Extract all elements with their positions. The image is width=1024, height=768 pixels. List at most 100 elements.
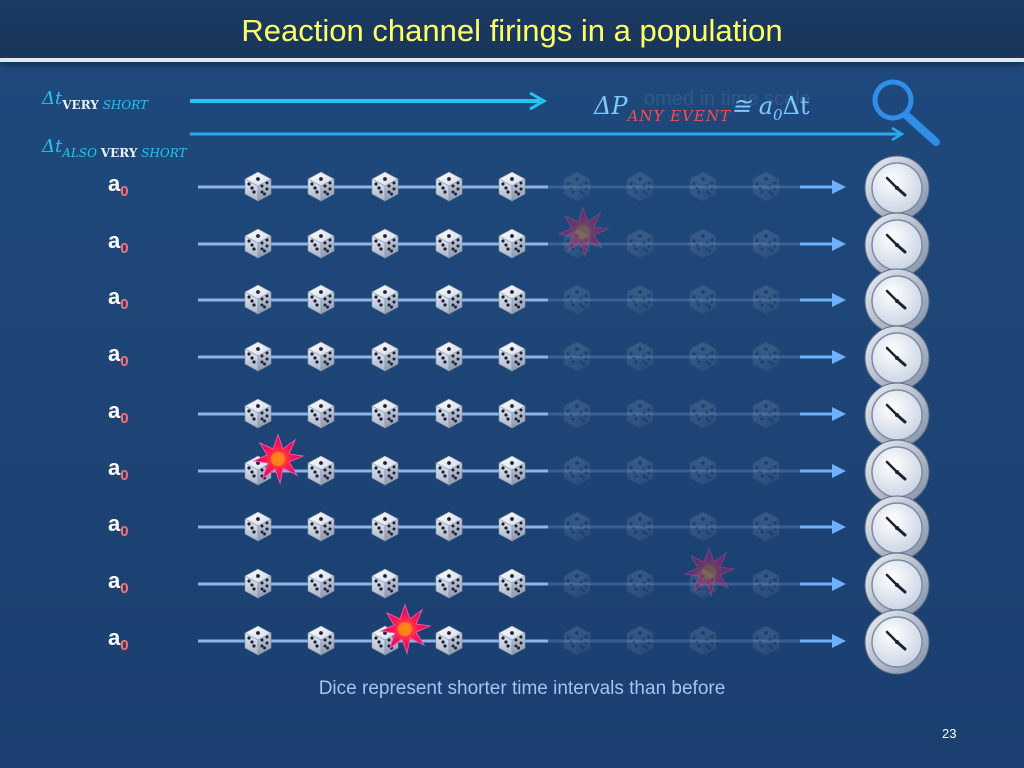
clock-icon (864, 495, 930, 561)
title-bar: Reaction channel firings in a population (0, 0, 1024, 62)
dice-icon (498, 341, 526, 372)
dice-icon-faded (689, 625, 717, 656)
dice-icon-faded (563, 511, 591, 542)
row-arrowhead (832, 180, 846, 194)
row-arrowhead (832, 350, 846, 364)
dice-icon-faded (626, 284, 654, 315)
dice-icon (498, 284, 526, 315)
dice-icon (498, 228, 526, 259)
dice-icon (307, 284, 335, 315)
dice-icon (435, 511, 463, 542)
dice-icon (307, 398, 335, 429)
dice-icon (307, 455, 335, 486)
clock-icon (864, 382, 930, 448)
dice-icon (371, 341, 399, 372)
population-row (198, 434, 930, 505)
slide-title: Reaction channel firings in a population (241, 13, 783, 48)
dice-icon (244, 568, 272, 599)
propensity-label: a0 (108, 228, 129, 257)
row-arrowhead (832, 407, 846, 421)
dice-icon-faded (752, 171, 780, 202)
propensity-label: a0 (108, 625, 129, 654)
propensity-label: a0 (108, 398, 129, 427)
dice-icon (371, 171, 399, 202)
magnifier-icon (872, 79, 940, 146)
dice-icon-faded (626, 398, 654, 429)
dice-icon-faded (689, 511, 717, 542)
dice-icon-faded (563, 284, 591, 315)
dice-icon-faded (563, 398, 591, 429)
dice-icon (435, 228, 463, 259)
dice-icon (244, 171, 272, 202)
dice-icon (498, 398, 526, 429)
dice-icon-faded (626, 625, 654, 656)
dice-icon (498, 568, 526, 599)
dice-icon (244, 511, 272, 542)
dice-icon-faded (563, 625, 591, 656)
population-row (198, 382, 930, 448)
dice-icon-faded (563, 568, 591, 599)
dice-icon-faded (752, 284, 780, 315)
row-arrowhead (832, 464, 846, 478)
propensity-label: a0 (108, 284, 129, 313)
population-row (198, 495, 930, 561)
faded-zoom-text: omed in time scale (644, 88, 811, 110)
dice-icon (244, 284, 272, 315)
dice-icon-faded (689, 228, 717, 259)
row-arrowhead (832, 237, 846, 251)
dice-icon-faded (689, 455, 717, 486)
propensity-label: a0 (108, 511, 129, 540)
also-very-short-arrowhead (891, 126, 905, 142)
dice-icon (498, 511, 526, 542)
dice-icon-faded (689, 398, 717, 429)
dice-icon (371, 284, 399, 315)
dice-icon (435, 284, 463, 315)
dice-icon-faded (626, 511, 654, 542)
row-arrowhead (832, 577, 846, 591)
dice-icon-faded (689, 284, 717, 315)
dice-icon-faded (626, 171, 654, 202)
dice-icon-faded (563, 341, 591, 372)
propensity-label: a0 (108, 568, 129, 597)
propensity-label: a0 (108, 171, 129, 200)
dice-icon (244, 398, 272, 429)
dice-icon (244, 228, 272, 259)
dice-icon (371, 398, 399, 429)
dice-icon (435, 625, 463, 656)
clock-icon (864, 268, 930, 334)
dice-icon (307, 341, 335, 372)
dice-icon (371, 568, 399, 599)
dt-also-very-short-label: ΔtALSO VERY SHORT (42, 136, 187, 160)
population-row (198, 268, 930, 334)
dice-icon (435, 171, 463, 202)
clock-icon (864, 552, 930, 618)
population-row (198, 155, 930, 221)
dice-icon-faded (752, 398, 780, 429)
dt-very-short-label: ΔtVERY SHORT (42, 88, 149, 112)
clock-icon (864, 325, 930, 391)
clock-icon (864, 212, 930, 278)
dice-icon (244, 625, 272, 656)
dice-icon-faded (626, 455, 654, 486)
dice-icon-faded (689, 171, 717, 202)
row-arrowhead (832, 520, 846, 534)
very-short-arrowhead (529, 91, 548, 111)
dice-icon (307, 228, 335, 259)
population-row (198, 325, 930, 391)
dice-icon-faded (752, 625, 780, 656)
dice-icon (371, 455, 399, 486)
dice-icon-faded (689, 341, 717, 372)
dice-icon (371, 511, 399, 542)
clock-icon (864, 439, 930, 505)
dice-icon-faded (752, 228, 780, 259)
dice-icon-faded (626, 228, 654, 259)
population-row (198, 207, 930, 278)
dice-icon-faded (626, 341, 654, 372)
dice-icon (244, 341, 272, 372)
dice-icon (498, 171, 526, 202)
dice-icon (435, 398, 463, 429)
dice-icon (498, 625, 526, 656)
row-arrowhead (832, 293, 846, 307)
page-number: 23 (942, 726, 957, 741)
